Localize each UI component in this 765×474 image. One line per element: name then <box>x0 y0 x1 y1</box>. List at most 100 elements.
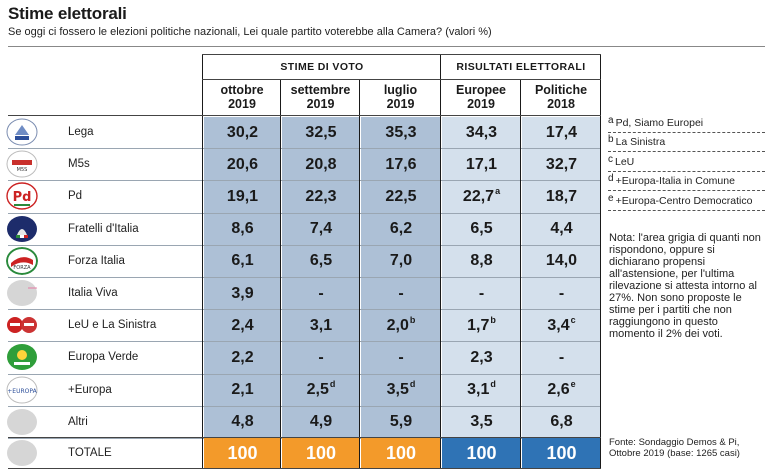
value-text: 4,8 <box>231 413 254 431</box>
value-text: 4,9 <box>309 413 333 431</box>
italia-viva-logo <box>6 279 38 307</box>
value-cell: - <box>282 278 360 310</box>
column-header-line2: 2019 <box>228 97 256 111</box>
value-text: 7,4 <box>309 220 333 238</box>
value-text: - <box>558 284 565 302</box>
value-cell: 22,3 <box>282 181 360 213</box>
value-cell: 30,2 <box>204 117 281 149</box>
value-cell: - <box>361 278 441 310</box>
value-cell: 2,5 d <box>282 374 360 406</box>
footnote-item: b La Sinistra <box>608 134 666 148</box>
column-header-line2: 2018 <box>547 97 575 111</box>
footnote-divider <box>608 171 765 172</box>
value-cell: 34,3 <box>442 117 521 149</box>
footnote-item: a Pd, Siamo Europei <box>608 115 704 129</box>
value-text: 3,9 <box>231 284 254 302</box>
svg-text:FORZA: FORZA <box>13 265 31 271</box>
value-cell: - <box>522 278 601 310</box>
row-divider <box>8 341 601 343</box>
value-cell: 4,8 <box>204 406 281 438</box>
footnote-letter: e <box>608 193 614 204</box>
value-cell: - <box>522 342 601 374</box>
footnote-divider <box>608 210 765 211</box>
footnote-marker: d <box>409 379 416 390</box>
header-rule <box>202 54 601 55</box>
value-text: 2,4 <box>231 316 254 334</box>
value-cell: 32,7 <box>522 149 601 181</box>
value-text: 22,3 <box>305 187 337 205</box>
row-divider <box>8 373 601 375</box>
footnote-marker: b <box>409 314 416 325</box>
value-cell: 7,0 <box>361 245 441 277</box>
party-name: Italia Viva <box>68 287 118 299</box>
column-header-line2: 2019 <box>306 97 335 111</box>
total-label: TOTALE <box>68 447 112 459</box>
column-divider <box>520 79 521 468</box>
value-text: 2,2 <box>231 348 254 366</box>
value-text: 35,3 <box>385 123 417 141</box>
value-cell: 2,1 <box>204 374 281 406</box>
svg-text:+EUROPA: +EUROPA <box>7 388 37 395</box>
m5s-logo: M5S <box>6 150 38 178</box>
footnote-marker: d <box>329 379 336 390</box>
footnote-letter: d <box>608 173 614 184</box>
value-text: 5,9 <box>389 413 413 431</box>
value-cell: 2,3 <box>442 342 521 374</box>
value-cell: 7,4 <box>282 213 360 245</box>
footnote-marker: a <box>495 185 501 196</box>
value-text: 3,1 <box>309 316 333 334</box>
value-text: 17,1 <box>465 155 498 173</box>
row-divider <box>8 277 601 278</box>
value-text: 1,7 <box>467 316 490 334</box>
value-cell: 3,9 <box>204 278 281 310</box>
value-cell: 6,8 <box>522 406 601 438</box>
lega-logo <box>6 118 38 146</box>
row-divider <box>8 148 601 150</box>
value-text: - <box>478 284 485 302</box>
value-text: 2,3 <box>470 348 493 366</box>
forza-italia-logo: FORZA <box>6 246 38 275</box>
svg-text:Pd: Pd <box>13 190 32 205</box>
value-text: - <box>318 348 324 366</box>
column-header-line1: luglio <box>383 83 418 97</box>
footnote-text: Pd, Siamo Europei <box>615 117 704 129</box>
value-text: 17,4 <box>545 123 578 141</box>
value-text: 30,2 <box>226 123 259 141</box>
chart-title: Stime elettorali <box>8 4 127 23</box>
value-text: 20,8 <box>305 155 337 173</box>
value-cell: 2,0 b <box>361 310 441 342</box>
fratelli-ditalia-logo <box>6 215 38 243</box>
value-cell: - <box>361 342 441 374</box>
value-cell: 3,1 d <box>442 374 521 406</box>
value-cell: 4,4 <box>522 213 601 245</box>
footnote-text: +Europa-Centro Democratico <box>615 195 753 207</box>
party-name: LeU e La Sinistra <box>68 319 157 332</box>
value-cell: 17,1 <box>442 149 521 181</box>
footnote-letter: a <box>608 115 614 126</box>
value-cell: 2,6 e <box>522 374 601 406</box>
value-text: 3,5 <box>470 413 493 431</box>
footnote-item: c LeU <box>608 154 634 168</box>
value-cell: 18,7 <box>522 181 601 213</box>
europa-verde-logo <box>6 343 38 371</box>
footnote-text: La Sinistra <box>615 136 666 148</box>
title-divider <box>8 46 765 47</box>
column-header-line2: 2019 <box>386 97 415 111</box>
value-text: 3,4 <box>547 316 570 334</box>
header-rule <box>8 115 601 116</box>
value-text: 3,5 <box>386 381 409 399</box>
row-divider <box>8 180 601 182</box>
value-cell: 3,5 <box>442 406 521 438</box>
value-text: 6,8 <box>550 413 573 431</box>
total-placeholder <box>6 439 38 467</box>
value-cell: 35,3 <box>361 117 441 149</box>
value-text: - <box>318 284 324 302</box>
column-divider <box>280 79 281 468</box>
value-text: 2,6 <box>547 381 570 399</box>
value-cell: 3,4 c <box>522 310 601 342</box>
column-header: Politiche 2018 <box>521 79 601 115</box>
value-text: 2,1 <box>231 381 254 399</box>
value-cell: 17,6 <box>361 149 441 181</box>
note-text: Nota: l'area grigia di quanti non rispon… <box>609 232 761 340</box>
value-text: 32,7 <box>545 155 578 173</box>
